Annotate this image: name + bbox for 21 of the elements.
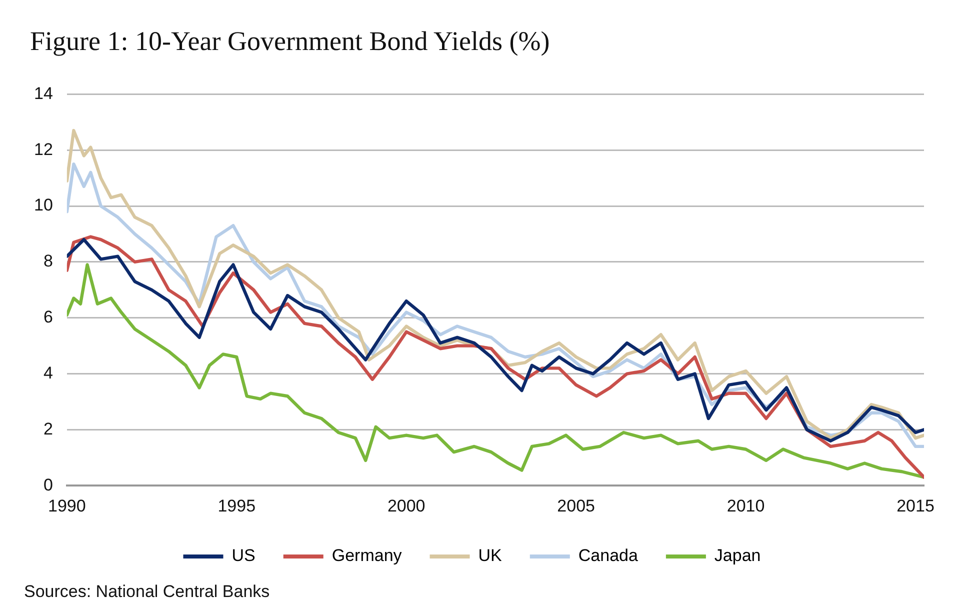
y-tick-label: 8	[43, 252, 53, 271]
y-tick-label: 10	[34, 196, 53, 215]
x-tick-label: 2005	[557, 496, 595, 516]
x-tick-label: 2010	[726, 496, 765, 516]
x-tick-label: 1995	[218, 496, 256, 516]
legend-label: UK	[478, 546, 503, 566]
y-tick-label: 14	[34, 84, 53, 103]
legend-label: US	[232, 546, 256, 566]
y-tick-label: 6	[43, 308, 53, 327]
y-tick-label: 4	[43, 363, 53, 382]
legend-label: Canada	[578, 546, 638, 566]
x-tick-label: 2000	[387, 496, 426, 516]
x-tick-label: 2015	[896, 496, 934, 516]
y-tick-label: 12	[34, 140, 53, 159]
x-tick-label: 1990	[48, 496, 86, 516]
y-tick-label: 2	[43, 419, 53, 438]
y-tick-label: 0	[43, 475, 53, 494]
chart-title: Figure 1: 10-Year Government Bond Yields (%)	[30, 26, 550, 57]
legend-label: Japan	[714, 546, 761, 566]
source-note: Sources: National Central Banks	[24, 582, 270, 602]
legend-label: Germany	[332, 546, 402, 566]
